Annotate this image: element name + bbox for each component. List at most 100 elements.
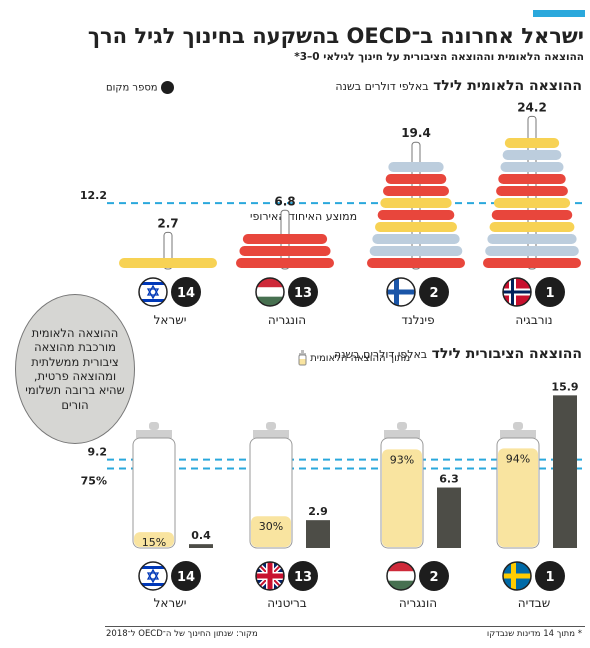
tower-ring — [242, 234, 328, 244]
rank-dot-icon — [160, 81, 174, 94]
rank-number: 13 — [294, 286, 312, 301]
flag-ring — [502, 561, 532, 591]
rank-badge — [171, 561, 201, 591]
public-title-unit: באלפי דולרים בשנה — [333, 348, 428, 361]
national-chart: 12.2 ממוצע האיחוד האירופי 24.2 1 נורבגיה 19.4… — [80, 100, 585, 327]
national-title-bold: ההוצאה הלאומית לילד — [433, 78, 582, 94]
rank-badge — [535, 277, 565, 307]
flag-ring — [386, 561, 416, 591]
finland-flag — [387, 278, 415, 306]
tower-ring — [487, 234, 577, 244]
accent-bar — [533, 10, 585, 17]
tower-ring — [236, 258, 334, 268]
national-value-label: 6.8 — [274, 194, 295, 208]
tower-ring — [372, 234, 460, 244]
bottle-body — [132, 437, 176, 549]
share-label: 15% — [142, 536, 166, 549]
bottle-cap — [500, 430, 536, 438]
share-reference-value: 75% — [81, 475, 107, 488]
rank-number: 1 — [545, 286, 554, 301]
public-value-label: 6.3 — [439, 473, 459, 486]
tower-ring — [504, 138, 560, 148]
footer-divider — [105, 626, 585, 627]
country-label: הונגריה — [268, 313, 306, 327]
page-title: ישראל אחרונה ב־OECD בהשקעה בחינוך לגיל ה… — [87, 24, 584, 48]
tower-ring — [239, 246, 331, 256]
tower-ring — [498, 174, 566, 184]
source-note: מקור: שנתון החינוך של ה־OECD ל־2018 — [106, 629, 258, 639]
israel-flag — [139, 278, 167, 306]
public-bar — [189, 544, 213, 548]
footnote: * מתוך 14 מדינות שנבדקו — [486, 629, 582, 639]
share-label: 93% — [390, 453, 414, 466]
rank-number: 14 — [177, 570, 195, 585]
flag-ring — [255, 561, 285, 591]
bottle-cap — [136, 430, 172, 438]
rank-badge — [171, 277, 201, 307]
tower-ring — [502, 150, 562, 160]
rank-number: 14 — [177, 286, 195, 301]
public-bar — [437, 487, 461, 548]
national-value-label: 24.2 — [517, 100, 547, 114]
rank-badge — [535, 561, 565, 591]
bottle-fill — [382, 449, 422, 547]
rank-number: 13 — [294, 570, 312, 585]
flag-ring — [138, 277, 168, 307]
tower-ring — [493, 198, 571, 208]
country-label: ישראל — [154, 596, 187, 610]
country-label: הונגריה — [399, 596, 437, 610]
tower-ring — [489, 222, 575, 232]
public-chart: 9.2 75% 94% 15.9 1 שבדיה 93% 6.3 2 הונגריה 30% 2.9 1… — [81, 380, 585, 610]
country-label: נורבגיה — [515, 313, 552, 327]
rank-number: 1 — [545, 570, 554, 585]
tower-ring — [367, 258, 465, 268]
bottle-nipple — [266, 422, 276, 430]
tower-ring — [491, 210, 573, 220]
tower-ring — [388, 162, 444, 172]
national-value-label: 2.7 — [157, 216, 178, 230]
public-bar — [306, 520, 330, 548]
rank-badge — [288, 561, 318, 591]
bottle-icon — [298, 350, 307, 366]
tower-ring — [119, 258, 217, 268]
tower-ring — [375, 222, 457, 232]
bottle-fill — [498, 448, 538, 547]
national-value-label: 19.4 — [401, 126, 431, 140]
country-label: פינלנד — [401, 313, 434, 327]
flag-ring — [502, 277, 532, 307]
share-label: 94% — [506, 452, 530, 465]
tower-ring — [485, 246, 579, 256]
sweden-flag — [503, 562, 531, 590]
explanation-callout: ההוצאה הלאומית מורכבת מהוצאה ציבורית ממש… — [15, 294, 135, 444]
tower-ring — [385, 174, 447, 184]
flag-ring — [138, 561, 168, 591]
bottle-cap — [253, 430, 289, 438]
tower-ring — [496, 186, 568, 196]
public-chart-title: ההוצאה הציבורית לילד באלפי דולרים בשנה — [334, 346, 582, 362]
tower-ring — [500, 162, 564, 172]
uk-flag — [256, 562, 284, 590]
norway-flag — [503, 278, 531, 306]
eu-average-label: ממוצע האיחוד האירופי — [250, 210, 357, 223]
israel-flag — [139, 562, 167, 590]
rank-number: 2 — [429, 286, 438, 301]
bottle-nipple — [149, 422, 159, 430]
bottle-legend-label: מתוך ההוצאה הלאומית — [310, 353, 411, 364]
country-label: בריטניה — [267, 596, 307, 610]
rank-legend-label: מספר מקום — [106, 82, 158, 94]
rank-number: 2 — [429, 570, 438, 585]
eu-average-value: 12.2 — [80, 189, 107, 202]
public-average-value: 9.2 — [88, 446, 108, 459]
page-subtitle: ההוצאה הלאומית וההוצאה הציבורית על חינוך… — [294, 51, 584, 63]
tower-ring — [483, 258, 581, 268]
rank-badge — [288, 277, 318, 307]
rank-badge — [419, 561, 449, 591]
tower-ring — [380, 198, 452, 208]
national-chart-title: ההוצאה הלאומית לילד באלפי דולרים בשנה — [335, 78, 582, 94]
tower-ring — [383, 186, 449, 196]
flag-ring — [386, 277, 416, 307]
public-bar — [553, 395, 577, 548]
national-title-unit: באלפי דולרים בשנה — [335, 80, 429, 93]
public-value-label: 0.4 — [191, 529, 211, 542]
